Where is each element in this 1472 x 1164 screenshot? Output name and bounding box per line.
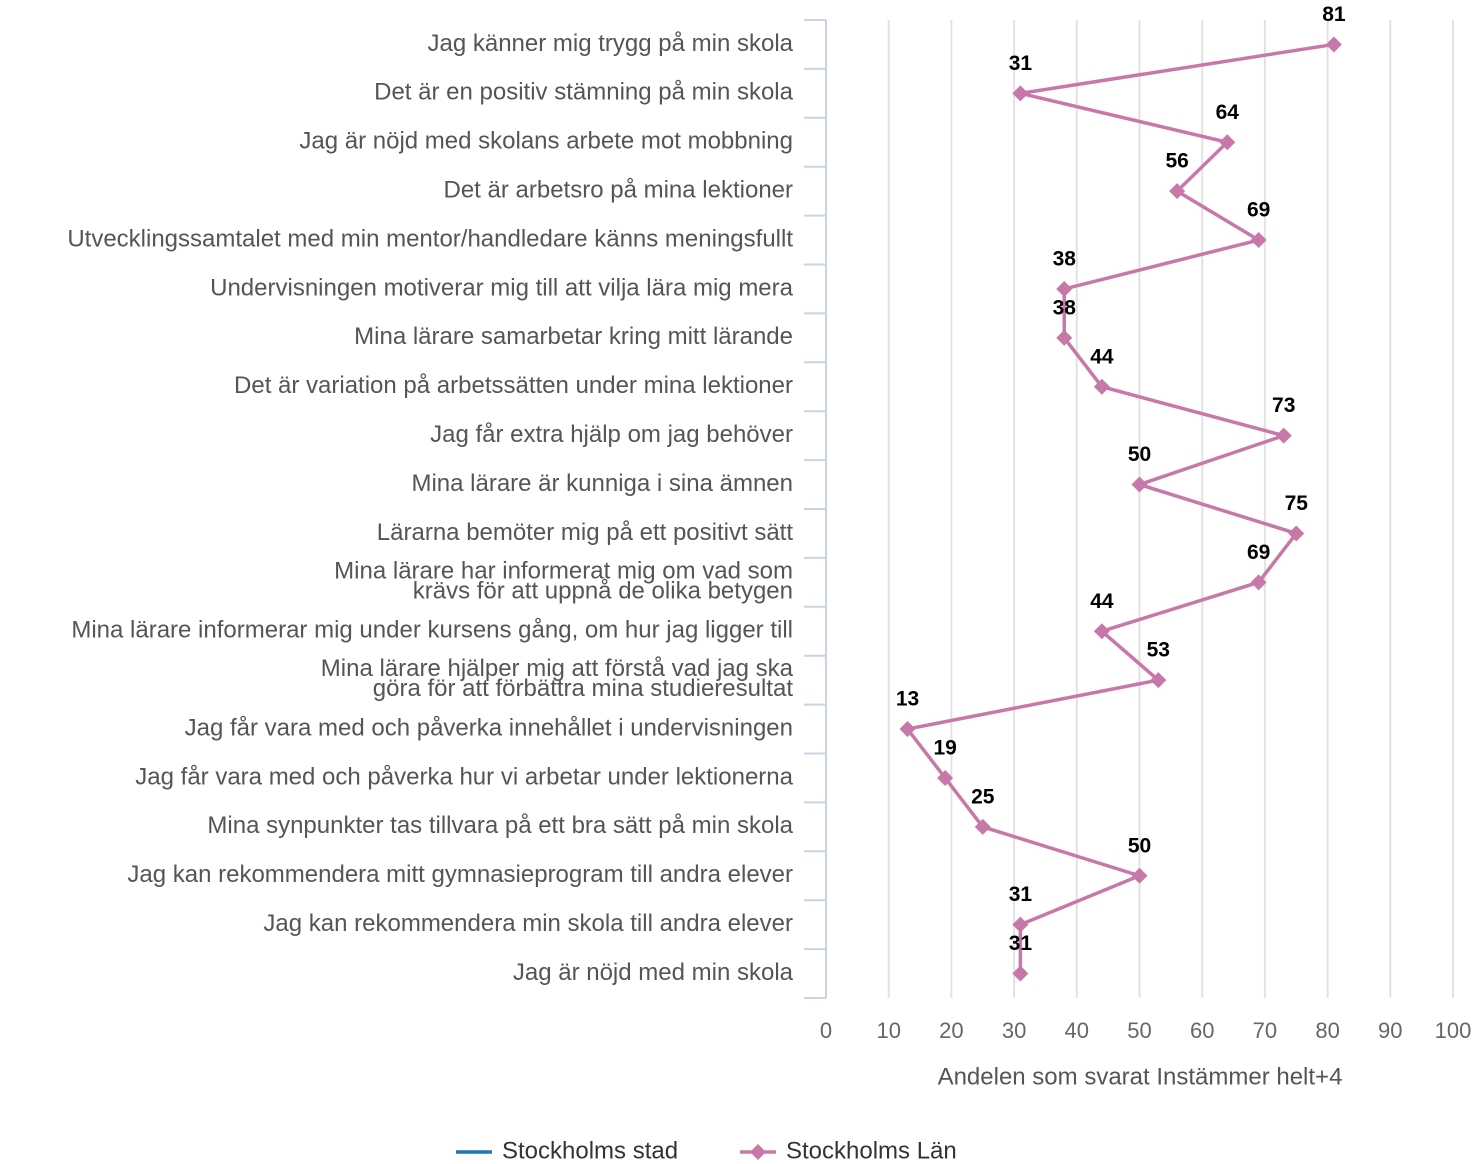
y-tick-label: Jag får vara med och påverka innehållet … [185,714,793,741]
value-label: 69 [1247,541,1270,564]
legend-label: Stockholms stad [502,1137,678,1164]
y-tick-label: Jag får vara med och påverka hur vi arbe… [135,763,793,790]
x-axis-label: Andelen som svarat Instämmer helt+4 [938,1063,1343,1090]
y-tick-label: Mina lärare informerar mig under kursens… [71,617,793,644]
y-tick-label: Mina lärare är kunniga i sina ämnen [411,470,793,497]
value-label: 13 [896,688,919,711]
value-label: 38 [1053,247,1077,270]
x-tick-label: 10 [876,1018,900,1043]
marker [1325,36,1342,53]
y-tick-label: Mina lärare samarbetar kring mitt lärand… [354,323,793,350]
series-line [904,42,1335,974]
y-tick-label: Jag känner mig trygg på min skola [427,30,793,57]
y-tick-label: Lärarna bemöter mig på ett positivt sätt [377,519,794,546]
marker [937,769,954,786]
marker [899,721,916,738]
y-tick-label: Jag är nöjd med min skola [513,959,794,986]
marker [1012,85,1029,102]
x-tick-label: 70 [1253,1018,1277,1043]
value-label: 31 [1009,932,1033,955]
marker [1012,965,1029,982]
value-label: 53 [1147,639,1170,662]
value-label: 73 [1272,394,1295,417]
y-tick-label: Jag kan rekommendera min skola till andr… [263,910,793,937]
value-label: 56 [1165,150,1188,173]
value-label: 31 [1009,883,1033,906]
value-label: 44 [1090,590,1114,613]
value-label: 64 [1216,101,1240,124]
value-label: 75 [1285,492,1309,515]
marker [1219,134,1236,151]
marker [1250,574,1267,591]
x-tick-label: 90 [1378,1018,1402,1043]
y-tick-label: Jag är nöjd med skolans arbete mot mobbn… [299,128,793,155]
marker [1250,232,1267,249]
x-tick-label: 20 [939,1018,963,1043]
y-tick-label: Det är variation på arbetssätten under m… [234,372,793,399]
marker [1056,280,1073,297]
value-label: 81 [1322,3,1346,26]
value-label: 50 [1128,443,1151,466]
x-tick-label: 40 [1065,1018,1089,1043]
x-tick-label: 80 [1315,1018,1339,1043]
value-label: 19 [933,736,956,759]
y-tick-label: Undervisningen motiverar mig till att vi… [210,274,794,301]
y-tick-label: Mina lärare har informerat mig om vad so… [334,558,793,605]
value-label: 25 [971,785,995,808]
marker [1012,916,1029,933]
marker [1056,329,1073,346]
marker [1131,867,1148,884]
legend-marker [750,1144,766,1160]
value-label: 31 [1009,52,1033,75]
value-label: 50 [1128,834,1151,857]
marker [1150,672,1167,689]
marker [1288,525,1305,542]
marker [1275,427,1292,444]
x-tick-label: 30 [1002,1018,1026,1043]
value-label: 69 [1247,199,1270,222]
y-tick-label: Jag får extra hjälp om jag behöver [430,421,793,448]
legend-label: Stockholms Län [786,1137,957,1164]
value-label: 44 [1090,345,1114,368]
marker [974,818,991,835]
x-tick-label: 50 [1127,1018,1151,1043]
marker [1131,476,1148,493]
x-tick-label: 0 [820,1018,832,1043]
marker [1093,623,1110,640]
y-tick-label: Jag kan rekommendera mitt gymnasieprogra… [127,861,793,888]
y-tick-label: Det är en positiv stämning på min skola [374,79,794,106]
marker [1093,378,1110,395]
y-tick-label: Utvecklingssamtalet med min mentor/handl… [67,225,793,252]
y-tick-label: Mina lärare hjälper mig att förstå vad j… [321,655,794,702]
value-label: 38 [1053,296,1077,319]
x-tick-label: 60 [1190,1018,1214,1043]
y-tick-label: Det är arbetsro på mina lektioner [444,176,794,203]
x-tick-label: 100 [1435,1018,1472,1043]
y-tick-label: Mina synpunkter tas tillvara på ett bra … [207,812,793,839]
marker [1169,183,1186,200]
